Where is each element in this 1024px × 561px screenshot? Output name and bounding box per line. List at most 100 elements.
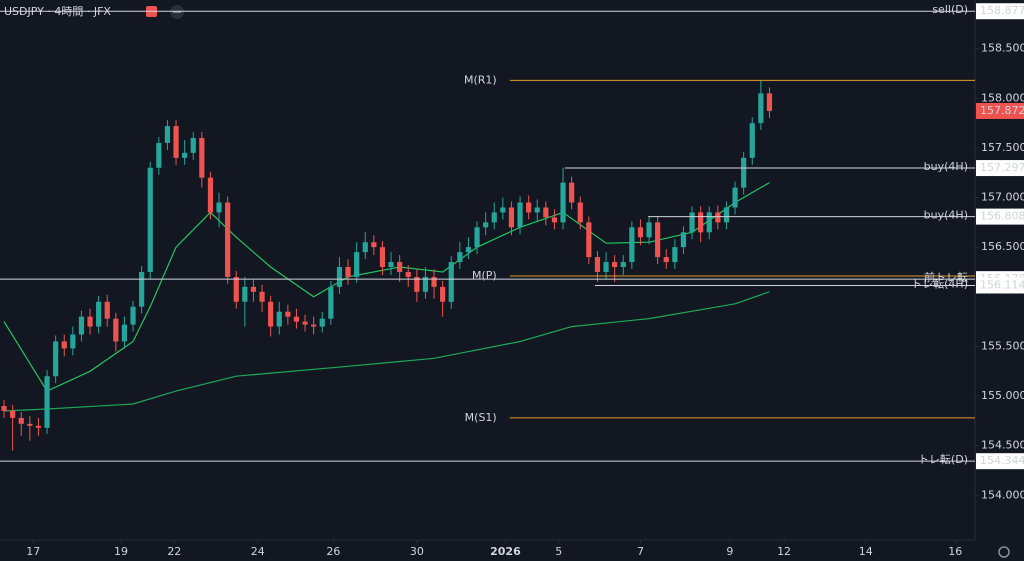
candle-body [173, 126, 179, 158]
last-price-tag: 157.872 [980, 104, 1024, 117]
candle-body [147, 167, 153, 272]
candle-body [732, 187, 738, 208]
candle-body [104, 301, 110, 319]
level-label: M(S1) [465, 411, 497, 424]
candle-body [440, 286, 446, 302]
candle-body [268, 301, 274, 327]
level-label: トレ転(4H) [911, 277, 968, 290]
y-tick-label: 155.500 [981, 339, 1024, 352]
x-tick-label: 12 [777, 545, 791, 558]
price-tag: 154.344 [980, 454, 1024, 467]
x-tick-label: 17 [26, 545, 40, 558]
price-tag: 156.808 [980, 210, 1024, 223]
candle-body [629, 227, 635, 263]
candle-body [379, 247, 386, 268]
candle-body [448, 262, 454, 302]
x-tick-label: 7 [637, 545, 644, 558]
level-label: buy(4H) [924, 209, 968, 222]
candle-body [328, 286, 334, 319]
candle-body [698, 212, 704, 233]
x-tick-label: 22 [167, 545, 181, 558]
candle-body [182, 152, 188, 158]
settings-icon[interactable] [998, 546, 1010, 558]
price-tag: 157.297 [980, 161, 1024, 174]
price-tag-bg [976, 277, 1024, 294]
candle-body [250, 286, 257, 292]
candle-body [766, 93, 773, 111]
candle-body [414, 276, 420, 292]
candle-body [345, 267, 351, 277]
candle-body [663, 257, 669, 263]
candle-body [491, 212, 497, 223]
candle-body [483, 222, 489, 228]
candle-body [577, 202, 583, 223]
y-tick-label: 158.500 [981, 42, 1024, 55]
price-tag: 156.114 [980, 278, 1024, 291]
y-tick-label: 154.500 [981, 439, 1024, 452]
candle-body [586, 222, 592, 258]
candle-body [78, 316, 85, 335]
candle-body [715, 212, 721, 223]
price-tag-bg [976, 160, 1024, 177]
candle-body [113, 318, 119, 342]
y-tick-label: 154.000 [981, 488, 1024, 501]
candle-body [758, 93, 764, 124]
candle-body [319, 318, 325, 327]
level-label: sell(D) [932, 3, 968, 16]
candle-body [371, 242, 377, 248]
price-tag: 158.877 [980, 4, 1024, 17]
candle-body [199, 137, 205, 178]
candle-body [526, 202, 532, 213]
candle-body [405, 271, 411, 277]
candle-body [680, 232, 687, 248]
candle-body [293, 316, 300, 322]
candle-body [302, 321, 308, 325]
y-tick-label: 155.000 [981, 389, 1024, 402]
candle-body [672, 247, 678, 263]
price-tag-bg [976, 3, 1024, 20]
candle-body [27, 423, 33, 426]
level-label: 前トレ転 [924, 270, 968, 284]
candle-body [121, 324, 128, 342]
candle-body [620, 262, 626, 268]
candle-body [551, 217, 558, 223]
candle-body [646, 222, 652, 238]
x-tick-label: 24 [251, 545, 265, 558]
candle-body [233, 276, 239, 302]
price-tag-bg [976, 208, 1024, 225]
candle-body [689, 212, 695, 233]
level-label: M(P) [472, 269, 497, 282]
candle-body [207, 177, 214, 213]
candle-body [44, 376, 50, 428]
candle-body [543, 207, 549, 218]
candle-body [190, 137, 196, 153]
moving-average [3, 291, 770, 412]
level-label: buy(4H) [924, 160, 968, 173]
candle-body [225, 202, 231, 277]
candle-body [164, 126, 171, 143]
candle-body [216, 202, 222, 213]
x-tick-label: 26 [326, 545, 340, 558]
candle-body [594, 257, 601, 272]
candle-body [500, 207, 506, 213]
candle-body [259, 291, 265, 302]
candle-body [130, 306, 136, 325]
candle-body [457, 252, 463, 263]
x-tick-label: 19 [114, 545, 128, 558]
y-tick-label: 156.500 [981, 240, 1024, 253]
candle-body [1, 405, 7, 411]
candle-body [465, 247, 472, 253]
candle-body [612, 262, 618, 268]
candle-body [397, 262, 403, 272]
candle-body [311, 324, 317, 327]
candle-body [388, 262, 394, 268]
price-tag-bg [976, 453, 1024, 470]
candle-body [655, 222, 661, 258]
x-tick-label: 9 [726, 545, 733, 558]
candle-body [354, 252, 360, 277]
candle-body [741, 157, 747, 188]
candle-body [508, 207, 515, 228]
y-tick-label: 157.000 [981, 191, 1024, 204]
